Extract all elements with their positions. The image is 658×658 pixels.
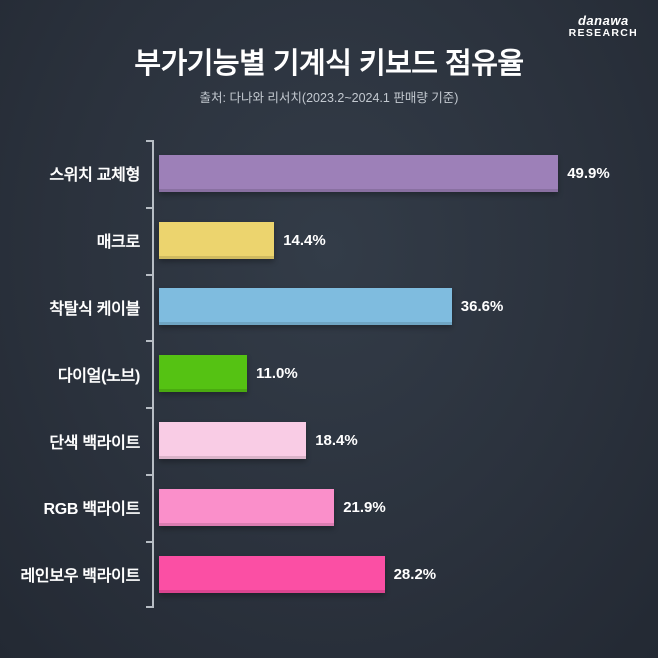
bar xyxy=(159,555,385,593)
bar xyxy=(159,355,247,393)
bar-chart: 스위치 교체형 49.9% 매크로 14.4% 착탈식 케이블 36.6% 다이얼(노브) 1… xyxy=(0,140,658,608)
chart-title: 부가기능별 기계식 키보드 점유율 xyxy=(134,48,524,80)
bar-row: 매크로 14.4% xyxy=(0,207,658,274)
bar-area: 14.4% xyxy=(154,221,658,259)
value-label: 49.9% xyxy=(567,164,610,182)
axis-tick xyxy=(146,340,152,343)
value-label: 18.4% xyxy=(315,432,358,450)
bar-row: 다이얼(노브) 11.0% xyxy=(0,340,658,407)
category-label: 단색 백라이트 xyxy=(49,434,140,452)
bar-row: RGB 백라이트 21.9% xyxy=(0,474,658,541)
bar xyxy=(159,488,335,526)
chart-rows: 스위치 교체형 49.9% 매크로 14.4% 착탈식 케이블 36.6% 다이얼(노브) 1… xyxy=(0,140,658,608)
category-label: 다이얼(노브) xyxy=(57,367,140,385)
bar xyxy=(159,288,452,326)
axis-tick xyxy=(146,206,152,209)
axis-tick xyxy=(146,605,152,608)
category-label: 착탈식 케이블 xyxy=(49,300,140,318)
bar-area: 49.9% xyxy=(154,154,658,192)
bar-row: 단색 백라이트 18.4% xyxy=(0,407,658,474)
logo-research-text: RESEARCH xyxy=(568,27,638,40)
value-label: 21.9% xyxy=(343,498,386,516)
chart-subtitle: 출처: 다나와 리서치(2023.2~2024.1 판매량 기준) xyxy=(199,91,459,105)
logo-danawa-text: danawa xyxy=(577,13,629,28)
bar xyxy=(159,154,559,192)
axis-tick xyxy=(146,273,152,276)
y-axis-line xyxy=(146,140,154,608)
axis-tick xyxy=(146,540,152,543)
axis-tick xyxy=(146,140,152,142)
bar-row: 레인보우 백라이트 28.2% xyxy=(0,541,658,608)
axis-tick xyxy=(146,474,152,476)
category-label: 매크로 xyxy=(96,234,141,252)
value-label: 11.0% xyxy=(256,365,298,383)
bar-row: 스위치 교체형 49.9% xyxy=(0,140,658,207)
value-label: 28.2% xyxy=(393,565,437,583)
bar-area: 18.4% xyxy=(154,422,658,460)
bar xyxy=(159,422,307,460)
bar-area: 36.6% xyxy=(154,288,658,326)
bar-row: 착탈식 케이블 36.6% xyxy=(0,274,658,341)
category-label: 레인보우 백라이트 xyxy=(20,568,140,586)
category-label: RGB 백라이트 xyxy=(43,501,141,519)
category-label: 스위치 교체형 xyxy=(49,167,140,185)
value-label: 36.6% xyxy=(460,298,504,316)
value-label: 14.4% xyxy=(283,231,326,249)
bar-area: 21.9% xyxy=(154,488,658,526)
danawa-research-logo: danawa RESEARCH xyxy=(568,13,638,40)
bar xyxy=(159,221,275,259)
bar-area: 28.2% xyxy=(154,555,658,593)
bar-area: 11.0% xyxy=(154,355,658,393)
axis-tick xyxy=(146,407,152,410)
